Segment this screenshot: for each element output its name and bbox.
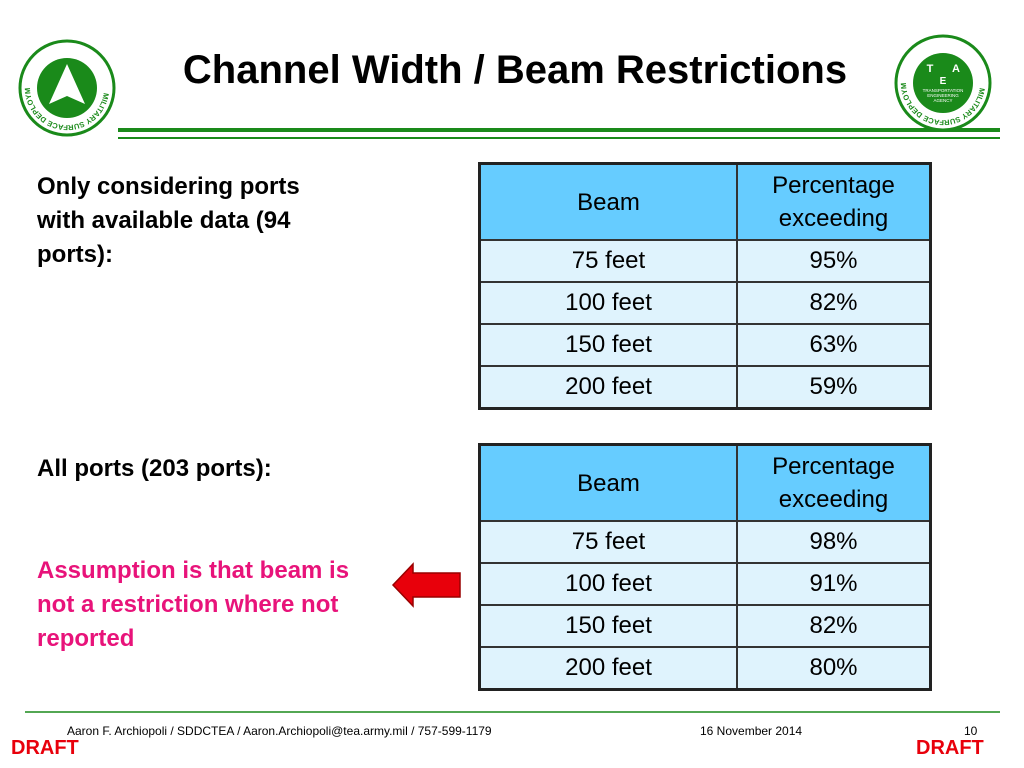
table-cell: 200 feet bbox=[478, 646, 738, 691]
table-row: 150 feet 82% bbox=[478, 604, 932, 648]
table-row: 200 feet 80% bbox=[478, 646, 932, 691]
table-cell: 100 feet bbox=[478, 562, 738, 606]
footer-date: 16 November 2014 bbox=[700, 724, 803, 738]
data-table: Beam Percentage exceeding 75 feet 98% 100 fe… bbox=[478, 443, 932, 691]
footer-author: Aaron F. Archiopoli / SDDCTEA / Aaron.Ar… bbox=[67, 724, 492, 738]
table-row: 200 feet 59% bbox=[478, 365, 932, 410]
table-cell: 59% bbox=[736, 365, 932, 410]
table-cell: 150 feet bbox=[478, 604, 738, 648]
section-label: All ports (203 ports): bbox=[37, 455, 272, 482]
data-table: Beam Percentage exceeding 75 feet 95% 100 fe… bbox=[478, 162, 932, 410]
table-cell: 98% bbox=[736, 520, 932, 564]
table-row: 100 feet 91% bbox=[478, 562, 932, 606]
note: Assumption is that beam is not a restric… bbox=[37, 557, 350, 652]
page-number: 10 bbox=[964, 724, 978, 738]
logo-letter: A bbox=[952, 63, 960, 75]
table-cell: 80% bbox=[736, 646, 932, 691]
header-cell: Beam bbox=[478, 162, 738, 241]
header-row: Beam Percentage exceeding bbox=[478, 162, 932, 241]
table-row: 100 feet 82% bbox=[478, 281, 932, 325]
logo-letter: E bbox=[940, 76, 947, 87]
table-row: 75 feet 95% bbox=[478, 239, 932, 283]
logo-letter: T bbox=[927, 63, 934, 75]
logo-text: ENGINEERING bbox=[927, 93, 959, 98]
slide-title: Channel Width / Beam Restrictions bbox=[182, 48, 848, 92]
header-cell: Beam bbox=[478, 443, 738, 522]
header-cell: Percentage exceeding bbox=[736, 443, 932, 522]
table-cell: 91% bbox=[736, 562, 932, 606]
logo-text: TRANSPORTATION bbox=[923, 88, 964, 93]
table-cell: 75 feet bbox=[478, 239, 738, 283]
table-cell: 200 feet bbox=[478, 365, 738, 410]
table-row: 75 feet 98% bbox=[478, 520, 932, 564]
draft-mark: DRAFT bbox=[11, 737, 79, 759]
table-cell: 82% bbox=[736, 281, 932, 325]
arrow bbox=[391, 562, 461, 608]
logo-text: AGENCY bbox=[933, 98, 952, 103]
header-cell: Percentage exceeding bbox=[736, 162, 932, 241]
section-label: Only considering ports with available da… bbox=[37, 173, 300, 268]
table-cell: 63% bbox=[736, 323, 932, 367]
table-cell: 100 feet bbox=[478, 281, 738, 325]
left-logo: MILITARY SURFACE DEPLOYMENT AND DISTRIBU… bbox=[0, 0, 116, 137]
draft-mark: DRAFT bbox=[916, 737, 984, 759]
table-cell: 82% bbox=[736, 604, 932, 648]
header-row: Beam Percentage exceeding bbox=[478, 443, 932, 522]
table-cell: 95% bbox=[736, 239, 932, 283]
table-cell: 75 feet bbox=[478, 520, 738, 564]
table-cell: 150 feet bbox=[478, 323, 738, 367]
table-row: 150 feet 63% bbox=[478, 323, 932, 367]
